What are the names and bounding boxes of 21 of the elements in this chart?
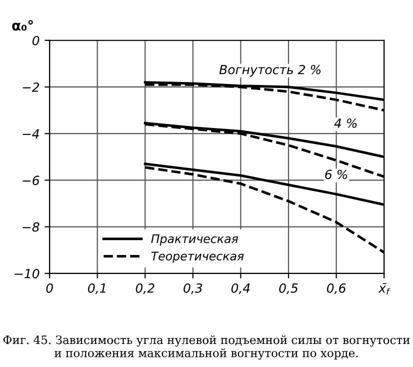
x-tick-label: 0,3 <box>184 283 202 294</box>
x-tick-label: 0,6 <box>326 283 346 294</box>
x-tick-label: x̄$_{f}$ <box>378 283 390 295</box>
legend-label: Теоретическая <box>151 252 244 263</box>
text: Фиг. 45. Зависимость угла нулевой подъемной силы от вогнутости и положения максимальной вогнутости по хорде. <box>3 335 410 360</box>
y-axis-title: α₀° <box>12 20 33 31</box>
y-tick-label: −10 <box>14 268 40 278</box>
y-tick-label: −4 <box>22 129 39 138</box>
y-tick-label: −6 <box>22 176 40 186</box>
x-tick-label: 0,2 <box>136 283 154 294</box>
annotation: 4 % <box>334 118 357 128</box>
x-tick-label: 0,1 <box>88 283 106 294</box>
x-tick-label: 0,4 <box>231 283 250 294</box>
x-tick-label: 0,5 <box>279 283 298 294</box>
annotation: 6 % <box>325 170 348 180</box>
annotation: Вогнутость 2 % <box>219 64 320 77</box>
legend-label: Практическая <box>151 234 238 246</box>
x-tick-label: 0 <box>46 283 53 293</box>
y-tick-label: −2 <box>22 82 40 92</box>
y-tick-label: 0 <box>32 36 40 46</box>
y-tick-label: −8 <box>22 222 40 232</box>
